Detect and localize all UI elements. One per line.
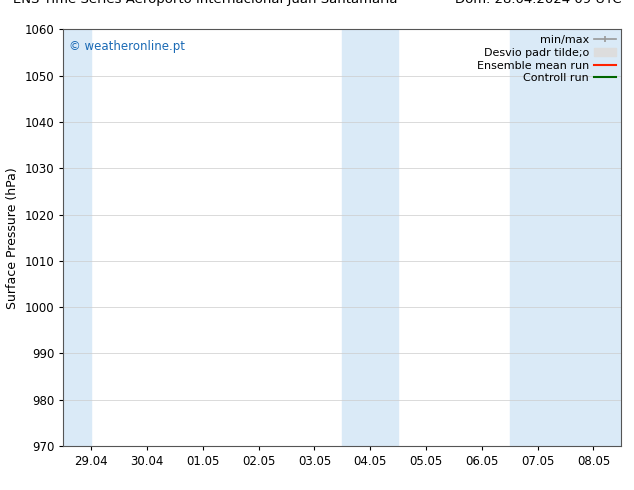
- Bar: [510, 29, 621, 446]
- Bar: [342, 29, 398, 446]
- Text: ENS Time Series Aeroporto Internacional Juan Santamaría: ENS Time Series Aeroporto Internacional …: [13, 0, 398, 6]
- Bar: [63, 29, 91, 446]
- Text: Dom. 28.04.2024 09 UTC: Dom. 28.04.2024 09 UTC: [455, 0, 621, 6]
- Legend: min/max, Desvio padr tilde;o, Ensemble mean run, Controll run: min/max, Desvio padr tilde;o, Ensemble m…: [477, 35, 616, 83]
- Y-axis label: Surface Pressure (hPa): Surface Pressure (hPa): [6, 167, 19, 309]
- Text: © weatheronline.pt: © weatheronline.pt: [69, 40, 185, 53]
